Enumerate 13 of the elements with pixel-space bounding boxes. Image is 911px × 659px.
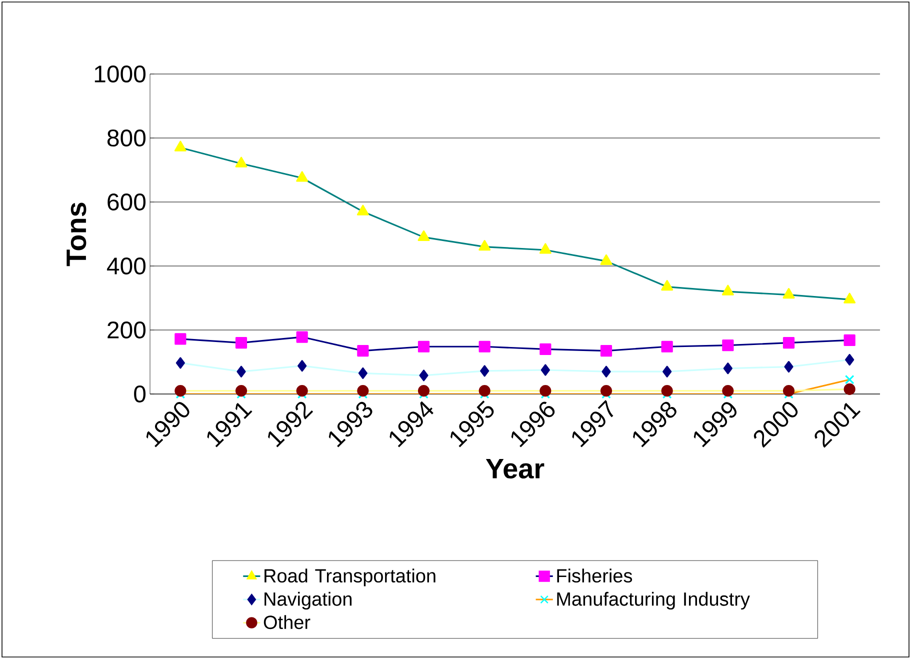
legend-label: Manufacturing Industry (557, 592, 750, 610)
y-tick-label: 0 (134, 386, 146, 402)
y-tick-label: 800 (107, 130, 146, 146)
y-axis-title: Tons (66, 202, 86, 266)
legend-label: Fisheries (557, 568, 632, 583)
legend-label: Other (264, 615, 310, 630)
legend-label: Road Transportation (264, 568, 436, 586)
legend-label: Navigation (264, 592, 352, 610)
x-axis-title: Year (486, 459, 544, 479)
y-tick-label: 400 (106, 258, 146, 274)
y-tick-label: 600 (108, 194, 146, 210)
y-tick-label: 1000 (94, 66, 146, 82)
y-tick-label: 200 (108, 322, 146, 338)
